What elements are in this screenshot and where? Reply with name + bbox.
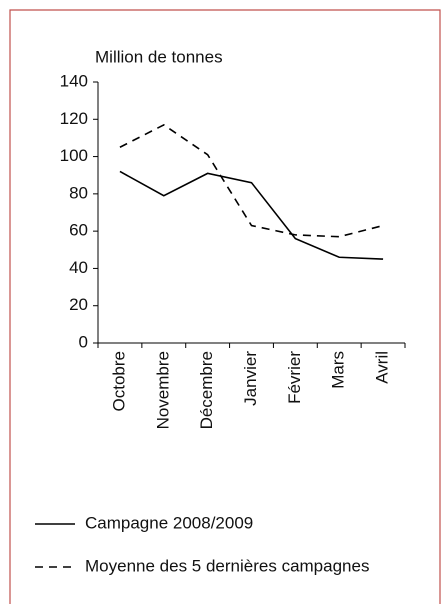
x-tick-label: Novembre — [153, 351, 172, 429]
x-tick-label: Décembre — [197, 351, 216, 429]
x-tick-label: Avril — [373, 351, 392, 384]
y-tick-label: 140 — [60, 71, 88, 90]
y-tick-label: 0 — [79, 332, 88, 351]
frame — [9, 9, 441, 604]
legend-label: Moyenne des 5 dernières campagnes — [85, 556, 369, 575]
y-tick-label: 80 — [69, 183, 88, 202]
x-tick-label: Octobre — [109, 351, 128, 411]
x-tick-label: Janvier — [241, 351, 260, 406]
x-tick-label: Février — [285, 351, 304, 404]
y-tick-label: 20 — [69, 295, 88, 314]
legend-label: Campagne 2008/2009 — [85, 513, 253, 532]
x-tick-label: Mars — [329, 351, 348, 389]
y-axis-title: Million de tonnes — [95, 47, 223, 66]
series-line — [119, 170, 384, 260]
series-line — [119, 123, 384, 238]
y-tick-label: 120 — [60, 109, 88, 128]
y-tick-label: 100 — [60, 146, 88, 165]
y-tick-label: 40 — [69, 258, 88, 277]
y-tick-label: 60 — [69, 221, 88, 240]
